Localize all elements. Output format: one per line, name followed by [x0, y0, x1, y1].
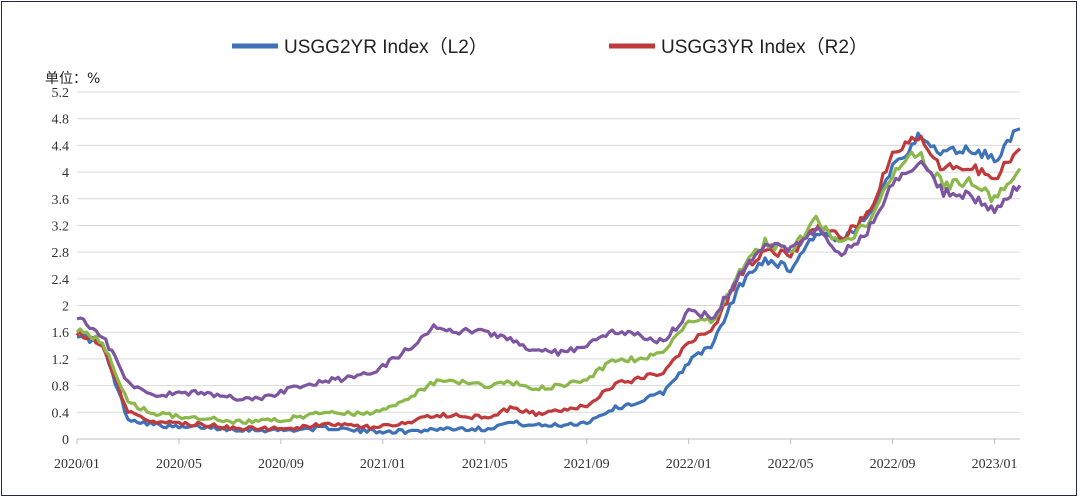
y-tick-label: 2 [62, 300, 69, 315]
y-tick-label: 4.8 [52, 113, 70, 128]
y-tick-label: 1.6 [52, 326, 70, 341]
y-tick-label: 0.8 [52, 380, 70, 395]
x-tick-label: 2021/01 [360, 457, 406, 472]
x-tick-label: 2022/05 [768, 457, 814, 472]
x-tick-label: 2023/01 [972, 457, 1018, 472]
legend-label-usgg2yr: USGG2YR Index（L2） [284, 36, 488, 58]
x-tick-label: 2021/05 [462, 457, 508, 472]
series-lines [75, 127, 1022, 436]
y-unit-label: 单位：% [45, 71, 100, 87]
x-tick-label: 2021/09 [564, 457, 610, 472]
series-line-0 [77, 127, 1021, 436]
legend: USGG2YR Index（L2） USGG3YR Index（R2） [232, 36, 868, 58]
series-line-1 [75, 134, 1022, 432]
y-axis-ticks: 0 0.4 0.8 1.2 1.6 2 2.4 2.8 3.2 3.6 4 4.4 4.8 5.2 [52, 86, 70, 448]
x-tick-label: 2022/01 [666, 457, 712, 472]
legend-label-usgg3yr: USGG3YR Index（R2） [661, 36, 868, 58]
y-tick-label: 1.2 [52, 353, 70, 368]
x-tick-label: 2020/09 [258, 457, 304, 472]
grid-lines [77, 91, 1020, 440]
y-tick-label: 4 [62, 166, 69, 181]
y-tick-label: 0 [62, 433, 69, 448]
x-tick-label: 2020/01 [54, 457, 100, 472]
y-tick-label: 2.4 [52, 273, 70, 288]
y-tick-label: 5.2 [52, 86, 70, 101]
y-tick-label: 4.4 [52, 139, 70, 154]
series-line-3 [76, 159, 1022, 402]
series-line-2 [75, 150, 1022, 425]
y-tick-label: 0.4 [52, 406, 70, 421]
y-tick-label: 3.2 [52, 219, 70, 234]
x-tick-label: 2020/05 [156, 457, 202, 472]
y-tick-label: 2.8 [52, 246, 70, 261]
x-tick-label: 2022/09 [870, 457, 916, 472]
y-tick-label: 3.6 [52, 193, 70, 208]
x-axis-ticks: 2020/01 2020/05 2020/09 2021/01 2021/05 2021/… [54, 439, 1017, 472]
